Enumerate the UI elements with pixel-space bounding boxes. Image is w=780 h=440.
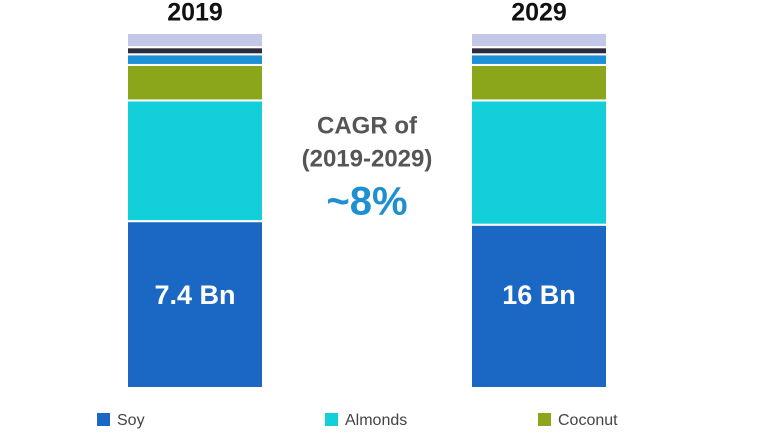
bar-segment — [126, 32, 264, 49]
bar-segment — [126, 99, 264, 223]
bar-segment — [126, 63, 264, 102]
bar-title: 2029 — [511, 0, 567, 27]
bar-segment — [126, 46, 264, 56]
bar-segment — [470, 53, 608, 66]
bar-segment — [470, 99, 608, 226]
legend-label: Coconut — [558, 412, 618, 429]
bar-segment — [126, 53, 264, 66]
legend-label: Soy — [117, 412, 145, 429]
bar-segment — [470, 46, 608, 56]
annotation: CAGR of — [317, 112, 418, 139]
legend-swatch — [538, 413, 551, 426]
bar-segment — [470, 63, 608, 102]
annotation: ~8% — [326, 180, 407, 224]
bar-title: 2019 — [167, 0, 223, 27]
annotation: (2019-2029) — [302, 145, 433, 172]
bar-label: 7.4 Bn — [154, 280, 235, 310]
legend-swatch — [97, 413, 110, 426]
bar-segment — [470, 32, 608, 49]
legend-label: Almonds — [345, 412, 407, 429]
bar-segment — [470, 223, 608, 389]
legend-swatch — [325, 413, 338, 426]
bar-label: 16 Bn — [502, 280, 576, 310]
bar-segment — [126, 220, 264, 389]
